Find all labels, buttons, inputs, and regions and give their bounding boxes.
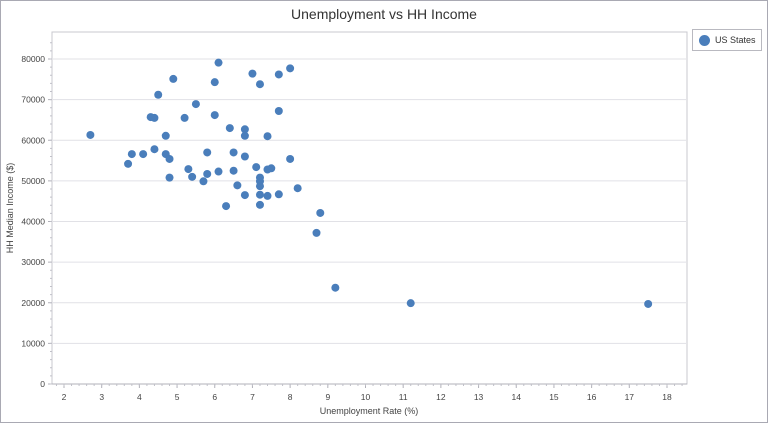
data-point[interactable] <box>229 166 238 175</box>
data-point[interactable] <box>203 169 212 178</box>
svg-text:14: 14 <box>512 392 522 402</box>
x-axis: 2 3 4 5 6 7 8 9 10 11 12 13 14 15 16 17 18 <box>52 383 687 402</box>
data-point[interactable] <box>124 159 133 168</box>
data-point[interactable] <box>267 164 276 173</box>
data-point[interactable] <box>165 154 174 163</box>
data-point[interactable] <box>225 124 234 133</box>
svg-text:2: 2 <box>62 392 67 402</box>
svg-text:70000: 70000 <box>21 95 45 105</box>
svg-text:40000: 40000 <box>21 217 45 227</box>
data-point[interactable] <box>255 80 264 89</box>
data-point[interactable] <box>644 299 653 308</box>
data-point[interactable] <box>286 64 295 73</box>
legend[interactable]: US States <box>692 29 762 51</box>
data-point[interactable] <box>263 132 272 141</box>
svg-text:13: 13 <box>474 392 484 402</box>
data-point[interactable] <box>255 182 264 191</box>
data-point[interactable] <box>331 283 340 292</box>
gridlines <box>53 58 686 344</box>
data-point[interactable] <box>240 191 249 200</box>
data-point[interactable] <box>274 70 283 79</box>
svg-text:50000: 50000 <box>21 176 45 186</box>
data-point[interactable] <box>274 190 283 199</box>
data-point[interactable] <box>255 190 264 199</box>
data-point[interactable] <box>86 130 95 139</box>
svg-text:5: 5 <box>175 392 180 402</box>
svg-text:80000: 80000 <box>21 54 45 64</box>
svg-text:11: 11 <box>399 392 408 402</box>
data-point[interactable] <box>286 154 295 163</box>
data-point[interactable] <box>274 107 283 115</box>
svg-text:10000: 10000 <box>21 338 45 348</box>
data-point[interactable] <box>188 172 197 181</box>
data-point[interactable] <box>229 148 238 157</box>
y-axis: 0 10000 20000 30000 40000 50000 60000 70000 8000… <box>21 42 52 389</box>
data-point[interactable] <box>252 163 261 172</box>
svg-text:30000: 30000 <box>21 257 45 267</box>
data-point[interactable] <box>150 113 159 122</box>
data-point[interactable] <box>233 181 242 190</box>
data-point[interactable] <box>210 111 219 120</box>
data-point[interactable] <box>248 69 257 78</box>
data-point[interactable] <box>240 131 249 140</box>
svg-text:17: 17 <box>625 392 635 402</box>
data-point[interactable] <box>139 150 148 159</box>
svg-text:60000: 60000 <box>21 135 45 145</box>
data-point[interactable] <box>127 150 136 159</box>
svg-text:16: 16 <box>587 392 597 402</box>
data-point[interactable] <box>199 177 208 186</box>
svg-text:20000: 20000 <box>21 298 45 308</box>
svg-text:6: 6 <box>212 392 217 402</box>
data-point[interactable] <box>222 202 231 211</box>
data-point[interactable] <box>184 165 193 174</box>
y-axis-title: HH Median Income ($) <box>5 163 15 254</box>
data-point[interactable] <box>180 113 189 122</box>
data-point[interactable] <box>255 200 264 209</box>
data-point[interactable] <box>161 131 170 140</box>
svg-text:18: 18 <box>662 392 672 402</box>
data-point[interactable] <box>214 58 223 67</box>
svg-text:8: 8 <box>288 392 293 402</box>
svg-text:3: 3 <box>99 392 104 402</box>
data-point[interactable] <box>214 167 223 176</box>
data-point[interactable] <box>203 148 212 157</box>
x-axis-title: Unemployment Rate (%) <box>320 406 419 416</box>
data-points <box>86 58 653 308</box>
chart-title: Unemployment vs HH Income <box>291 6 477 22</box>
data-point[interactable] <box>165 173 174 182</box>
data-point[interactable] <box>240 125 249 134</box>
svg-text:0: 0 <box>40 379 45 389</box>
svg-text:9: 9 <box>325 392 330 402</box>
data-point[interactable] <box>191 100 200 109</box>
data-point[interactable] <box>406 299 415 308</box>
data-point[interactable] <box>263 191 272 200</box>
svg-text:12: 12 <box>436 392 446 402</box>
data-point[interactable] <box>240 152 249 161</box>
legend-label: US States <box>715 35 756 45</box>
data-point[interactable] <box>210 78 219 87</box>
legend-marker-icon <box>699 34 710 46</box>
data-point[interactable] <box>150 145 159 154</box>
svg-text:4: 4 <box>137 392 142 402</box>
data-point[interactable] <box>316 208 325 217</box>
svg-text:15: 15 <box>549 392 559 402</box>
plot-area <box>51 31 688 385</box>
data-point[interactable] <box>169 74 178 83</box>
svg-text:7: 7 <box>250 392 255 402</box>
data-point[interactable] <box>154 90 163 99</box>
data-point[interactable] <box>293 184 302 193</box>
data-point[interactable] <box>312 228 321 237</box>
svg-text:10: 10 <box>361 392 371 402</box>
